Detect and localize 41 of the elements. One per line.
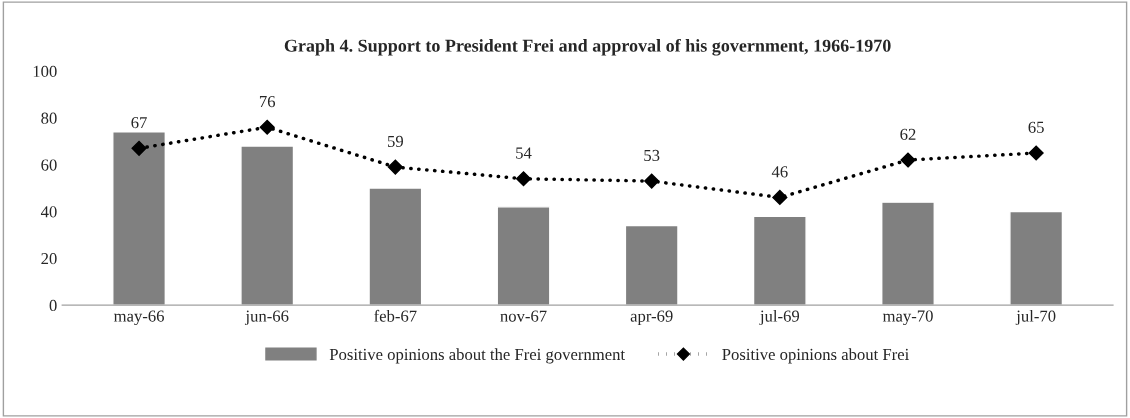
point [259,119,275,135]
x-tick-label: jun-66 [244,310,289,326]
point [644,173,660,189]
bar [240,145,295,306]
data-label: 76 [259,95,276,108]
bar [368,187,423,306]
point [387,159,403,175]
y-tick-label: 40 [40,206,57,218]
bar [624,224,679,306]
x-tick-label: nov-67 [500,310,547,322]
bar [881,201,935,306]
x-tick-label: feb-67 [374,309,417,322]
x-tick-label: may-66 [113,310,164,326]
x-tick-label: may-70 [882,310,933,326]
point [1028,145,1044,161]
legend-label: Positive opinions about Frei [722,348,909,364]
data-label: 65 [1028,121,1044,133]
legend-label: Positive opinions about the Frei government [329,348,625,364]
bar [752,215,807,306]
point [900,152,916,168]
y-tick-label: 100 [33,65,57,78]
x-tick-label: jul-70 [1015,310,1056,326]
point [515,171,532,187]
x-tick-label: apr-69 [630,310,673,326]
point [772,189,788,206]
y-tick-label: 80 [41,112,57,124]
x-tick-label: jul-69 [759,310,800,326]
data-label: 67 [131,117,147,129]
chart-title: Graph 4. Support to President Frei and approval of his government, 1966-1970 [284,38,891,56]
data-label: 46 [771,166,788,178]
data-label: 53 [644,149,660,162]
data-label: 59 [388,135,404,147]
y-tick-label: 60 [41,159,57,171]
point [131,140,147,156]
y-tick-label: 0 [49,299,57,312]
y-tick-label: 20 [41,253,57,265]
bar [112,131,167,306]
data-label: 62 [900,128,916,140]
data-label: 54 [516,147,532,159]
bar [1009,210,1064,306]
bar [496,206,551,306]
